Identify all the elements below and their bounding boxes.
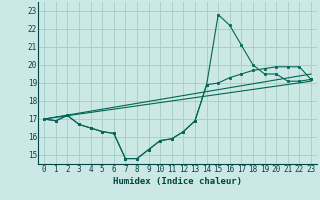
- X-axis label: Humidex (Indice chaleur): Humidex (Indice chaleur): [113, 177, 242, 186]
